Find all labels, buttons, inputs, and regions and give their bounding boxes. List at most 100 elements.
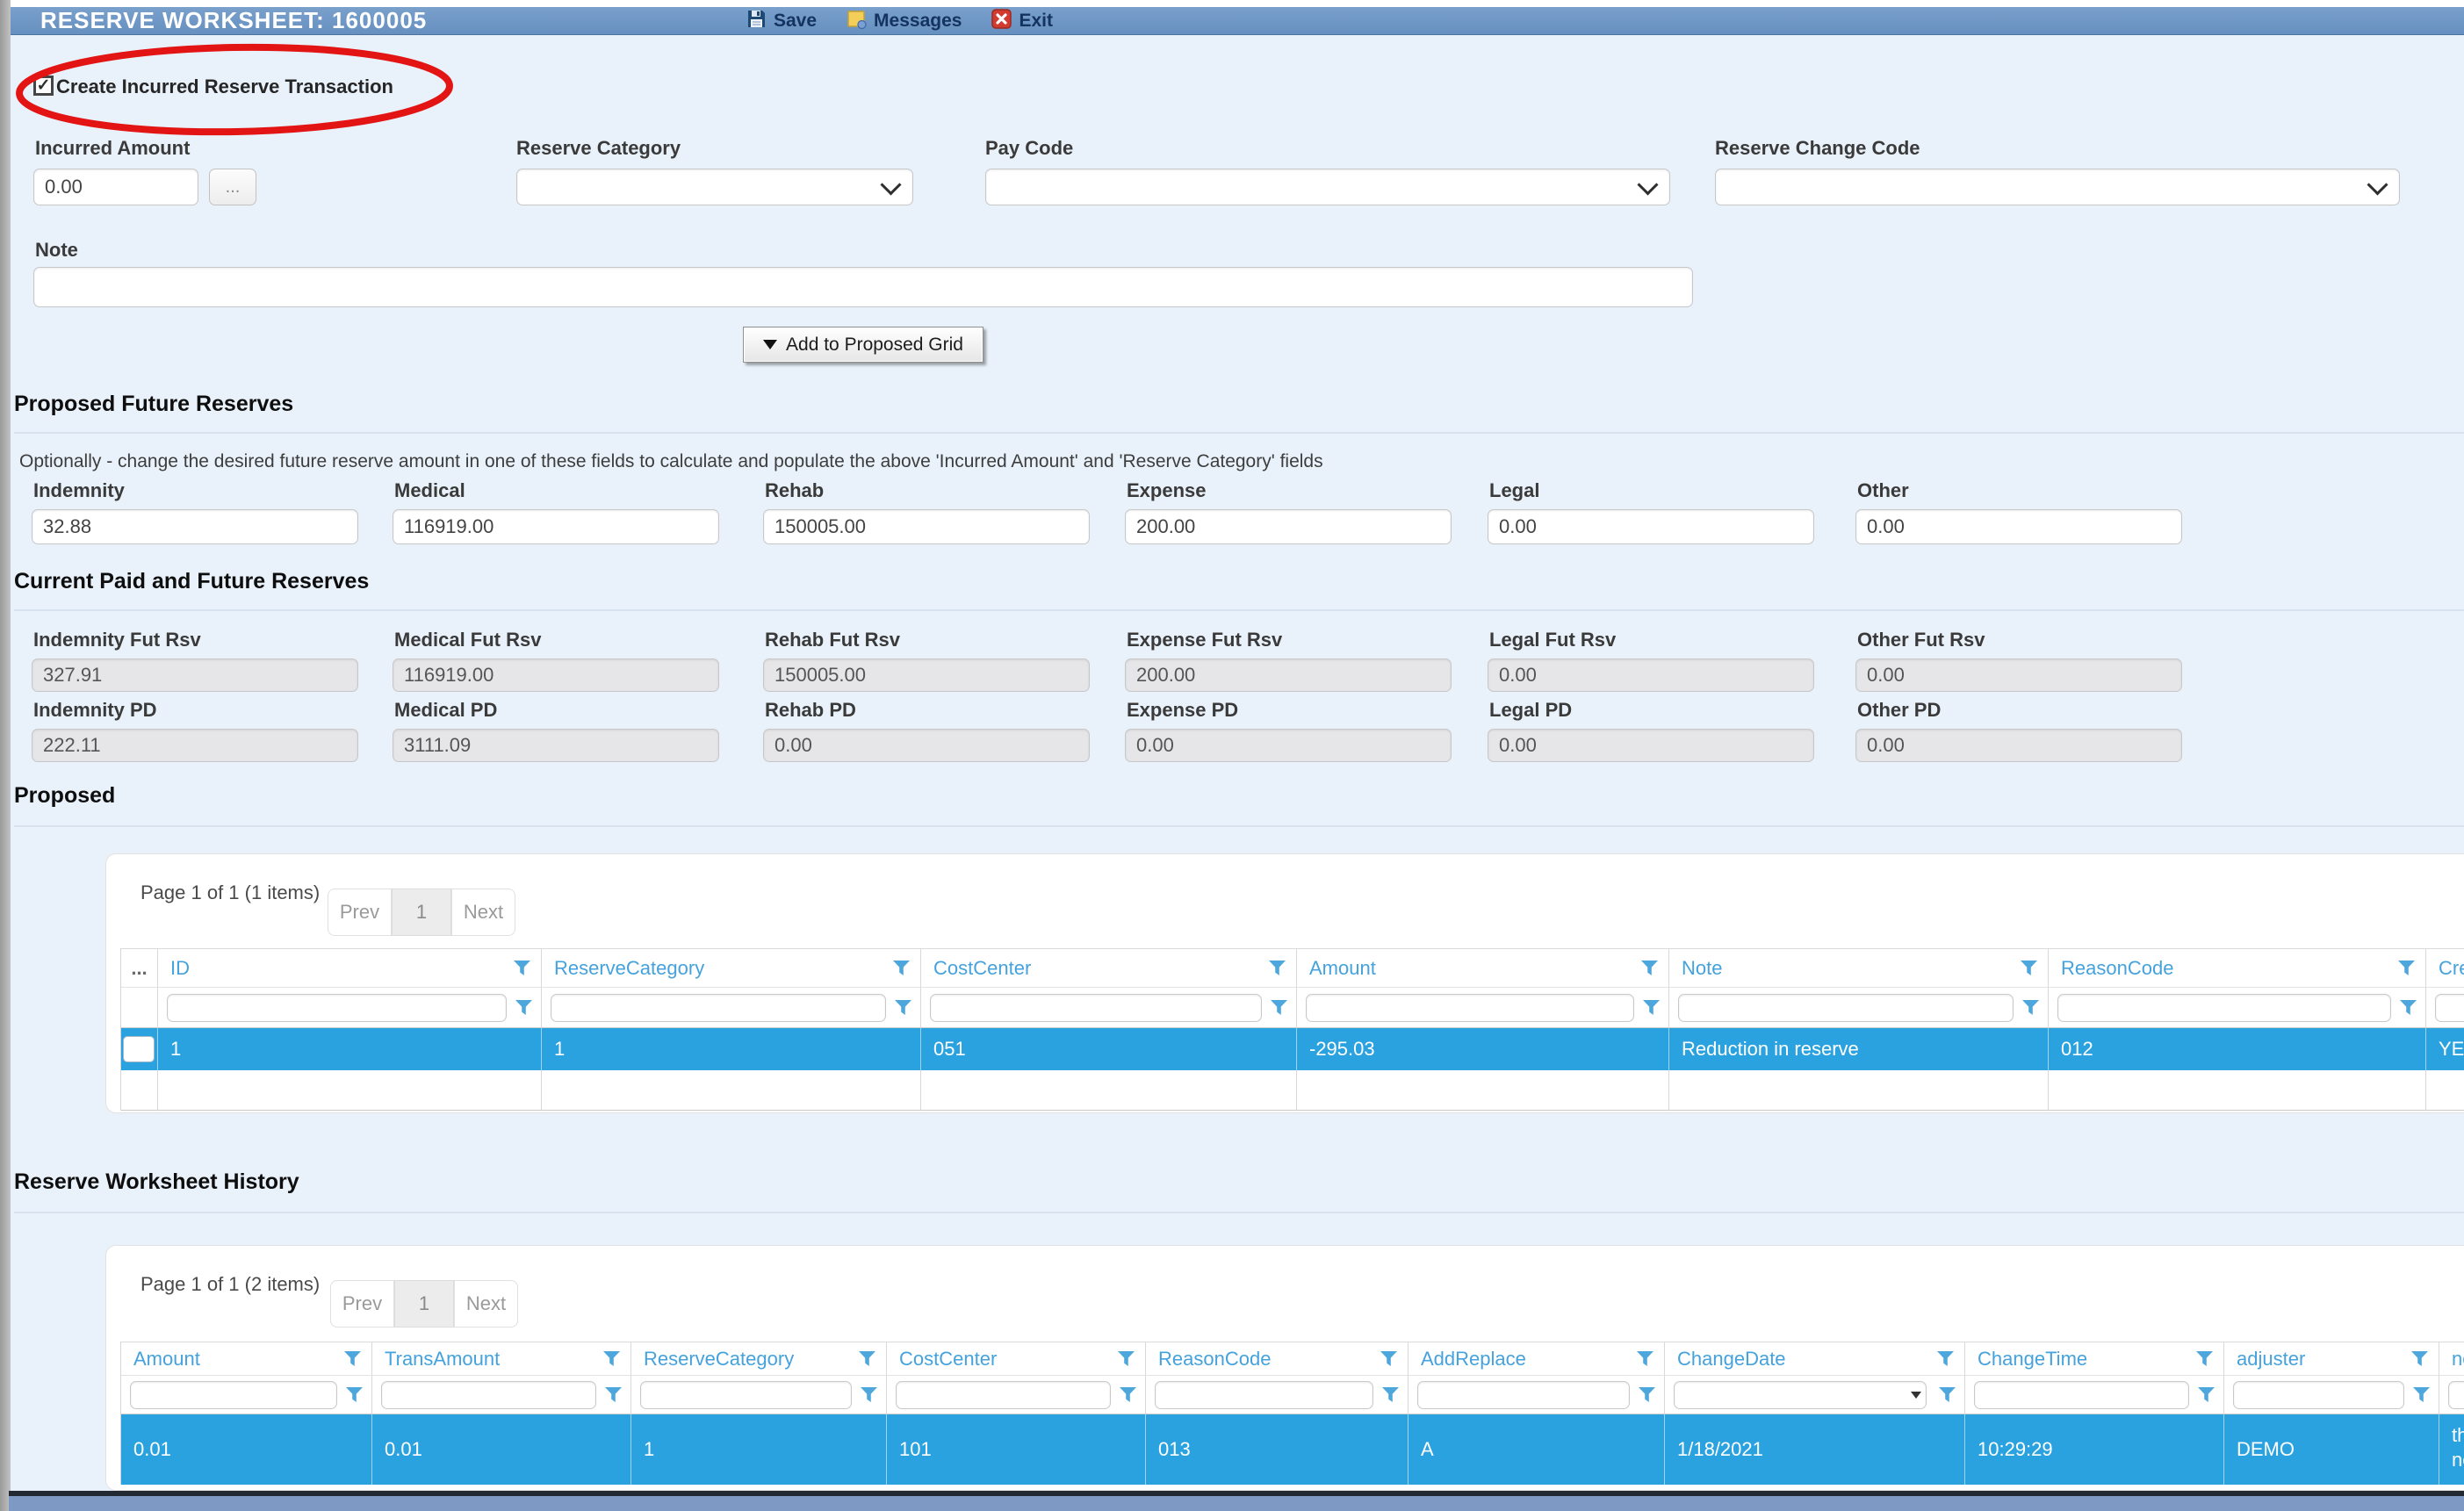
filter-input-changetime[interactable] [1974,1380,2189,1409]
filter-input-createin[interactable] [2435,993,2464,1022]
rehab-label: Rehab [765,479,825,501]
reserve-change-code-select[interactable] [1715,169,2400,205]
proposed-grid-header-row: ... ID ReserveCategory CostCenter Amount… [121,949,2464,988]
column-header-note[interactable]: Note [1669,949,2049,988]
history-next-button[interactable]: Next [454,1280,518,1328]
filter-icon[interactable] [2022,1000,2039,1015]
filter-input-reasoncode[interactable] [1155,1380,1373,1409]
filter-icon[interactable] [1120,1387,1136,1402]
filter-icon[interactable] [514,961,530,975]
filter-icon[interactable] [895,1000,911,1015]
chevron-down-icon [1637,173,1659,196]
column-header-transamount[interactable]: TransAmount [372,1342,631,1376]
filter-input-addreplace[interactable] [1417,1380,1630,1409]
cell-reasoncode: 012 [2049,1028,2426,1070]
column-header-addreplace[interactable]: AddReplace [1409,1342,1665,1376]
expense-input[interactable] [1125,509,1452,544]
filter-icon[interactable] [2411,1351,2428,1366]
filter-input-note[interactable] [2448,1380,2464,1409]
incurred-amount-label: Incurred Amount [35,137,191,159]
filter-input-id[interactable] [167,993,507,1022]
filter-input-note[interactable] [1678,993,2014,1022]
filter-input-reasoncode[interactable] [2057,993,2391,1022]
pay-code-select[interactable] [985,169,1670,205]
filter-input-costcenter[interactable] [930,993,1262,1022]
column-header-reasoncode[interactable]: ReasonCode [1146,1342,1409,1376]
column-header-amount[interactable]: Amount [1297,949,1669,988]
row-checkbox[interactable] [123,1036,155,1062]
horizontal-scrollbar[interactable] [9,1496,2464,1511]
column-header-adjuster[interactable]: adjuster [2224,1342,2439,1376]
add-to-proposed-grid-button[interactable]: Add to Proposed Grid [743,327,983,363]
filter-icon[interactable] [1937,1351,1954,1366]
rehab-input[interactable] [763,509,1090,544]
column-header-costcenter[interactable]: CostCenter [921,949,1297,988]
other-fut-rsv-field [1855,658,2182,692]
filter-input-changedate[interactable] [1674,1380,1927,1409]
exit-button[interactable]: Exit [991,8,1053,33]
filter-icon[interactable] [2196,1351,2213,1366]
column-header-reservecategory[interactable]: ReserveCategory [542,949,921,988]
filter-icon[interactable] [605,1387,622,1402]
other-input[interactable] [1855,509,2182,544]
history-prev-button[interactable]: Prev [330,1280,394,1328]
filter-icon[interactable] [2198,1387,2215,1402]
filter-icon[interactable] [1639,1387,1655,1402]
history-page-1-button[interactable]: 1 [394,1280,454,1328]
filter-icon[interactable] [1643,1000,1660,1015]
column-header-id[interactable]: ID [158,949,542,988]
filter-icon[interactable] [2021,961,2037,975]
indemnity-input[interactable] [32,509,358,544]
save-button[interactable]: Save [746,9,817,33]
medical-input[interactable] [393,509,719,544]
messages-button[interactable]: Messages [847,9,962,33]
filter-icon[interactable] [1382,1387,1399,1402]
column-header-amount[interactable]: Amount [121,1342,372,1376]
date-dropdown-icon[interactable] [1911,1391,1921,1399]
proposed-prev-button[interactable]: Prev [328,889,392,936]
incurred-amount-input[interactable] [33,169,198,205]
cell-costcenter: 101 [887,1414,1146,1485]
filter-icon[interactable] [2413,1387,2430,1402]
expense-label: Expense [1127,479,1207,501]
note-input[interactable] [33,267,1693,307]
filter-icon[interactable] [1269,961,1286,975]
filter-icon[interactable] [2398,961,2415,975]
filter-input-adjuster[interactable] [2233,1380,2404,1409]
filter-icon[interactable] [1637,1351,1653,1366]
reserve-category-select[interactable] [516,169,913,205]
filter-icon[interactable] [515,1000,532,1015]
filter-icon[interactable] [1641,961,1658,975]
column-header-reservecategory[interactable]: ReserveCategory [631,1342,887,1376]
filter-input-amount[interactable] [130,1380,337,1409]
filter-input-reservecategory[interactable] [551,993,886,1022]
incurred-amount-browse-button[interactable]: ... [209,169,256,205]
column-header-note[interactable]: no [2439,1342,2464,1376]
legal-input[interactable] [1488,509,1814,544]
filter-icon[interactable] [1118,1351,1135,1366]
filter-input-costcenter[interactable] [896,1380,1111,1409]
filter-icon[interactable] [861,1387,877,1402]
filter-icon[interactable] [2400,1000,2417,1015]
cell-transamount: 0.01 [372,1414,631,1485]
column-header-changetime[interactable]: ChangeTime [1965,1342,2224,1376]
filter-icon[interactable] [893,961,910,975]
history-grid-selected-row[interactable]: 0.01 0.01 1 101 013 A 1/18/2021 10:29:29… [121,1414,2464,1485]
proposed-next-button[interactable]: Next [451,889,515,936]
column-header-changedate[interactable]: ChangeDate [1665,1342,1965,1376]
filter-input-amount[interactable] [1306,993,1634,1022]
proposed-grid-selected-row[interactable]: 1 1 051 -295.03 Reduction in reserve 012… [121,1028,2464,1070]
filter-icon[interactable] [603,1351,620,1366]
proposed-page-1-button[interactable]: 1 [392,889,451,936]
column-header-reasoncode[interactable]: ReasonCode [2049,949,2426,988]
filter-input-transamount[interactable] [381,1380,596,1409]
filter-icon[interactable] [346,1387,363,1402]
filter-icon[interactable] [859,1351,875,1366]
column-header-costcenter[interactable]: CostCenter [887,1342,1146,1376]
filter-icon[interactable] [1380,1351,1397,1366]
filter-icon[interactable] [1271,1000,1287,1015]
filter-icon[interactable] [1939,1387,1956,1402]
filter-icon[interactable] [344,1351,361,1366]
filter-input-reservecategory[interactable] [640,1380,852,1409]
